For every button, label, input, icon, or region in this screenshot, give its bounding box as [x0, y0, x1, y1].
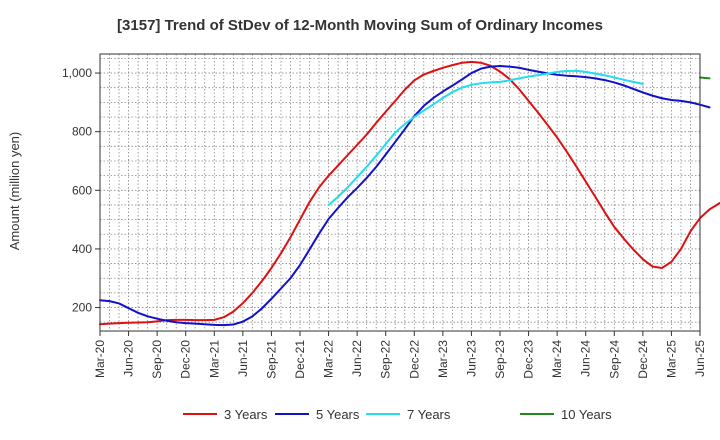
- series-line-3-years: [99, 60, 720, 326]
- series-line-10-years: [699, 76, 711, 80]
- x-tick-label: Sep-22: [379, 340, 393, 379]
- x-tick-label: Sep-21: [264, 340, 278, 379]
- legend-label-10-years: 10 Years: [561, 407, 612, 422]
- y-tick-label: 400: [72, 242, 92, 256]
- legend-label-7-years: 7 Years: [407, 407, 451, 422]
- x-tick-label: Jun-22: [350, 340, 364, 377]
- y-tick-label: 200: [72, 301, 92, 315]
- legend-label-3-years: 3 Years: [224, 407, 268, 422]
- x-tick-label: Mar-22: [322, 340, 336, 378]
- x-tick-label: Dec-22: [407, 340, 421, 379]
- x-tick-label: Jun-23: [464, 340, 478, 377]
- series-line-7-years: [327, 69, 644, 206]
- legend-label-5-years: 5 Years: [316, 407, 360, 422]
- x-tick-label: Dec-23: [522, 340, 536, 379]
- y-tick-label: 600: [72, 183, 92, 197]
- x-tick-label: Sep-23: [493, 340, 507, 379]
- series-line-5-years: [99, 65, 711, 327]
- y-axis-label: Amount (million yen): [7, 132, 22, 251]
- y-axis-ticks: 200 400 600 800 1,000: [62, 66, 100, 315]
- plot-background: [100, 54, 700, 331]
- y-tick-label: 800: [72, 125, 92, 139]
- x-tick-label: Jun-25: [693, 340, 707, 377]
- y-tick-label: 1,000: [62, 66, 92, 80]
- x-tick-label: Sep-24: [607, 340, 621, 379]
- x-tick-label: Dec-21: [293, 340, 307, 379]
- x-tick-label: Dec-24: [636, 340, 650, 379]
- legend: 3 Years 5 Years 7 Years 10 Years: [183, 407, 612, 422]
- x-tick-label: Jun-24: [579, 340, 593, 377]
- x-tick-label: Mar-21: [207, 340, 221, 378]
- x-tick-label: Mar-25: [664, 340, 678, 378]
- chart-title: [3157] Trend of StDev of 12-Month Moving…: [117, 17, 603, 34]
- x-tick-label: Dec-20: [179, 340, 193, 379]
- x-tick-label: Mar-20: [93, 340, 107, 378]
- x-tick-label: Mar-23: [436, 340, 450, 378]
- x-tick-label: Sep-20: [150, 340, 164, 379]
- x-tick-label: Mar-24: [550, 340, 564, 378]
- plot-frame: [99, 53, 701, 332]
- x-axis-ticks: Mar-20 Jun-20 Sep-20 Dec-20 Mar-21 Jun-21 Sep-…: [93, 331, 707, 379]
- series-lines: [99, 60, 720, 327]
- x-tick-label: Jun-20: [122, 340, 136, 377]
- plot-area: [99, 53, 720, 332]
- x-tick-label: Jun-21: [236, 340, 250, 377]
